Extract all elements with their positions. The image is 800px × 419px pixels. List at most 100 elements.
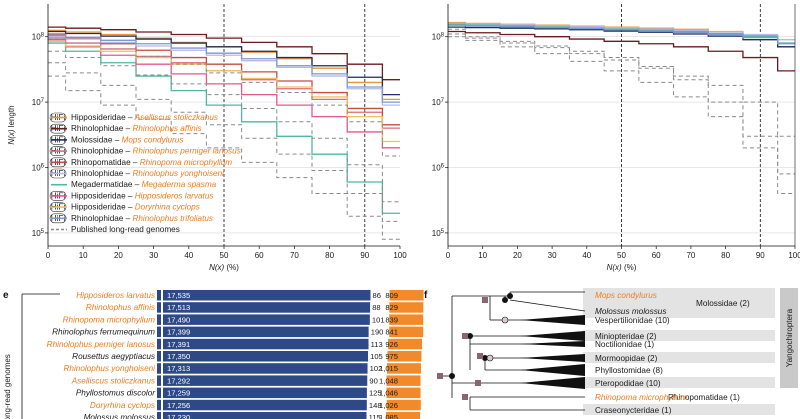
value-fragmented: 115 — [369, 413, 381, 419]
legend-entry: HiFi Rhinopomatidae – Rhinopoma microphyl… — [49, 157, 232, 168]
species-label: Phyllostomus discolor — [76, 389, 155, 398]
value-fragmented: 125 — [369, 389, 382, 398]
y-axis-label: N(x) length — [7, 105, 16, 144]
bar-missing — [387, 351, 422, 362]
bar-missing — [386, 375, 421, 386]
bar-complete — [163, 351, 369, 362]
legend-entry: Megadermatidae – Megaderma spasma — [51, 180, 217, 189]
bar-complete — [163, 375, 368, 386]
legend-entry: HiFi Rhinolophidae – Rhinolophus perniger… — [49, 146, 241, 156]
value-missing: 1,048 — [379, 376, 398, 385]
value-complete: 17,535 — [167, 291, 190, 300]
bar-complete — [163, 314, 370, 325]
legend-label: Hipposideridae – Aselliscus stoliczkanus — [71, 113, 218, 122]
bar-fragmented — [368, 338, 389, 350]
panel-e-label: e — [3, 290, 9, 301]
series-line — [48, 34, 400, 103]
species-label: Rhinolophus affinis — [86, 303, 155, 312]
y-tick-label: 105 — [432, 229, 445, 238]
node-square — [477, 353, 483, 359]
x-tick-label: 40 — [184, 251, 193, 260]
legend-entry: HiFi Hipposideridae – Doryrhina cyclops — [49, 202, 200, 212]
value-complete: 17,490 — [167, 315, 190, 324]
value-fragmented: 190 — [371, 328, 384, 337]
bar-fragmented — [367, 363, 387, 374]
species-label: Hipposideros larvatus — [76, 291, 155, 300]
bar-fragmented — [366, 387, 387, 399]
x-tick-label: 30 — [548, 251, 557, 260]
y-tick-label: 107 — [32, 98, 45, 107]
node-open — [486, 354, 494, 362]
series-line — [448, 33, 795, 137]
value-missing: 926 — [385, 340, 398, 349]
value-missing: 829 — [385, 303, 398, 312]
bar-fragmented — [370, 290, 390, 301]
bar-complete — [163, 326, 369, 338]
band-row — [583, 330, 775, 341]
x-tick-label: 100 — [393, 251, 407, 260]
x-tick-label: 90 — [756, 251, 765, 260]
bar-marker — [157, 363, 161, 374]
x-tick-label: 20 — [114, 251, 123, 260]
node — [467, 333, 473, 339]
species-label: Rhinopoma microphyllum — [63, 315, 156, 324]
taxon-label: Rhinopoma microphyllum — [595, 393, 688, 402]
x-tick-label: 100 — [788, 251, 800, 260]
node-open — [501, 316, 509, 324]
series-line — [48, 62, 400, 222]
node — [449, 373, 455, 379]
suborder-band — [780, 288, 798, 388]
suborder-label: Yangochiroptera — [785, 308, 794, 367]
value-complete: 17,256 — [167, 401, 190, 410]
clade-wedge — [520, 341, 585, 347]
species-label: Rhinolophus ferrumequinum — [52, 328, 155, 337]
species-label: Rhinolophus yonghoiseni — [64, 364, 156, 373]
value-fragmented: 113 — [371, 340, 383, 349]
bar-complete — [163, 363, 368, 374]
value-missing: 1,015 — [379, 364, 398, 373]
value-complete: 17,313 — [167, 364, 190, 373]
node — [507, 293, 513, 299]
y-tick-label: 107 — [432, 98, 445, 107]
bar-missing — [389, 302, 424, 313]
x-tick-label: 30 — [149, 251, 158, 260]
x-tick-label: 10 — [79, 251, 88, 260]
bar-row: Rhinopoma microphyllum 17,490 101 839 — [63, 314, 424, 325]
bar-marker — [157, 399, 161, 411]
taxon-label: Craseonycteridae (1) — [595, 406, 672, 415]
node — [502, 297, 508, 303]
bar-marker — [157, 314, 161, 325]
bar-row: Rhinolophus perniger lanosus 17,391 113 926 — [47, 338, 423, 350]
value-complete: 17,350 — [167, 352, 190, 361]
clade-wedge — [520, 354, 585, 362]
taxon-label: Mormoopidae (2) — [595, 354, 658, 363]
x-tick-label: 60 — [652, 251, 661, 260]
value-complete: 17,292 — [167, 376, 190, 385]
bar-fragmented — [369, 314, 390, 325]
bar-fragmented — [368, 326, 390, 338]
value-fragmented: 105 — [370, 352, 383, 361]
value-complete: 17,259 — [167, 389, 190, 398]
series-line — [48, 26, 400, 81]
x-axis-label: N(x) (%) — [209, 263, 239, 272]
bar-marker — [157, 387, 161, 399]
node-square — [437, 373, 443, 379]
bar-fragmented — [368, 351, 388, 362]
branch — [509, 299, 586, 312]
clade-wedge — [520, 364, 585, 376]
band-row — [583, 404, 775, 415]
legend-label: Hipposideridae – Doryrhina cyclops — [71, 203, 200, 212]
x-tick-label: 50 — [617, 251, 626, 260]
bar-missing — [386, 387, 421, 399]
phylogeny-tree: Yangochiroptera Molossidae (2) Rhinopomati… — [437, 288, 798, 415]
clade-wedge — [520, 377, 585, 389]
bar-complete — [163, 290, 371, 301]
value-complete: 17,230 — [167, 413, 190, 419]
bar-fragmented — [370, 302, 390, 313]
x-tick-label: 20 — [513, 251, 522, 260]
series-line — [48, 30, 400, 96]
group-rhinopomatidae: Rhinopomatidae (1) — [668, 393, 740, 402]
bar-fragmented — [367, 375, 387, 386]
